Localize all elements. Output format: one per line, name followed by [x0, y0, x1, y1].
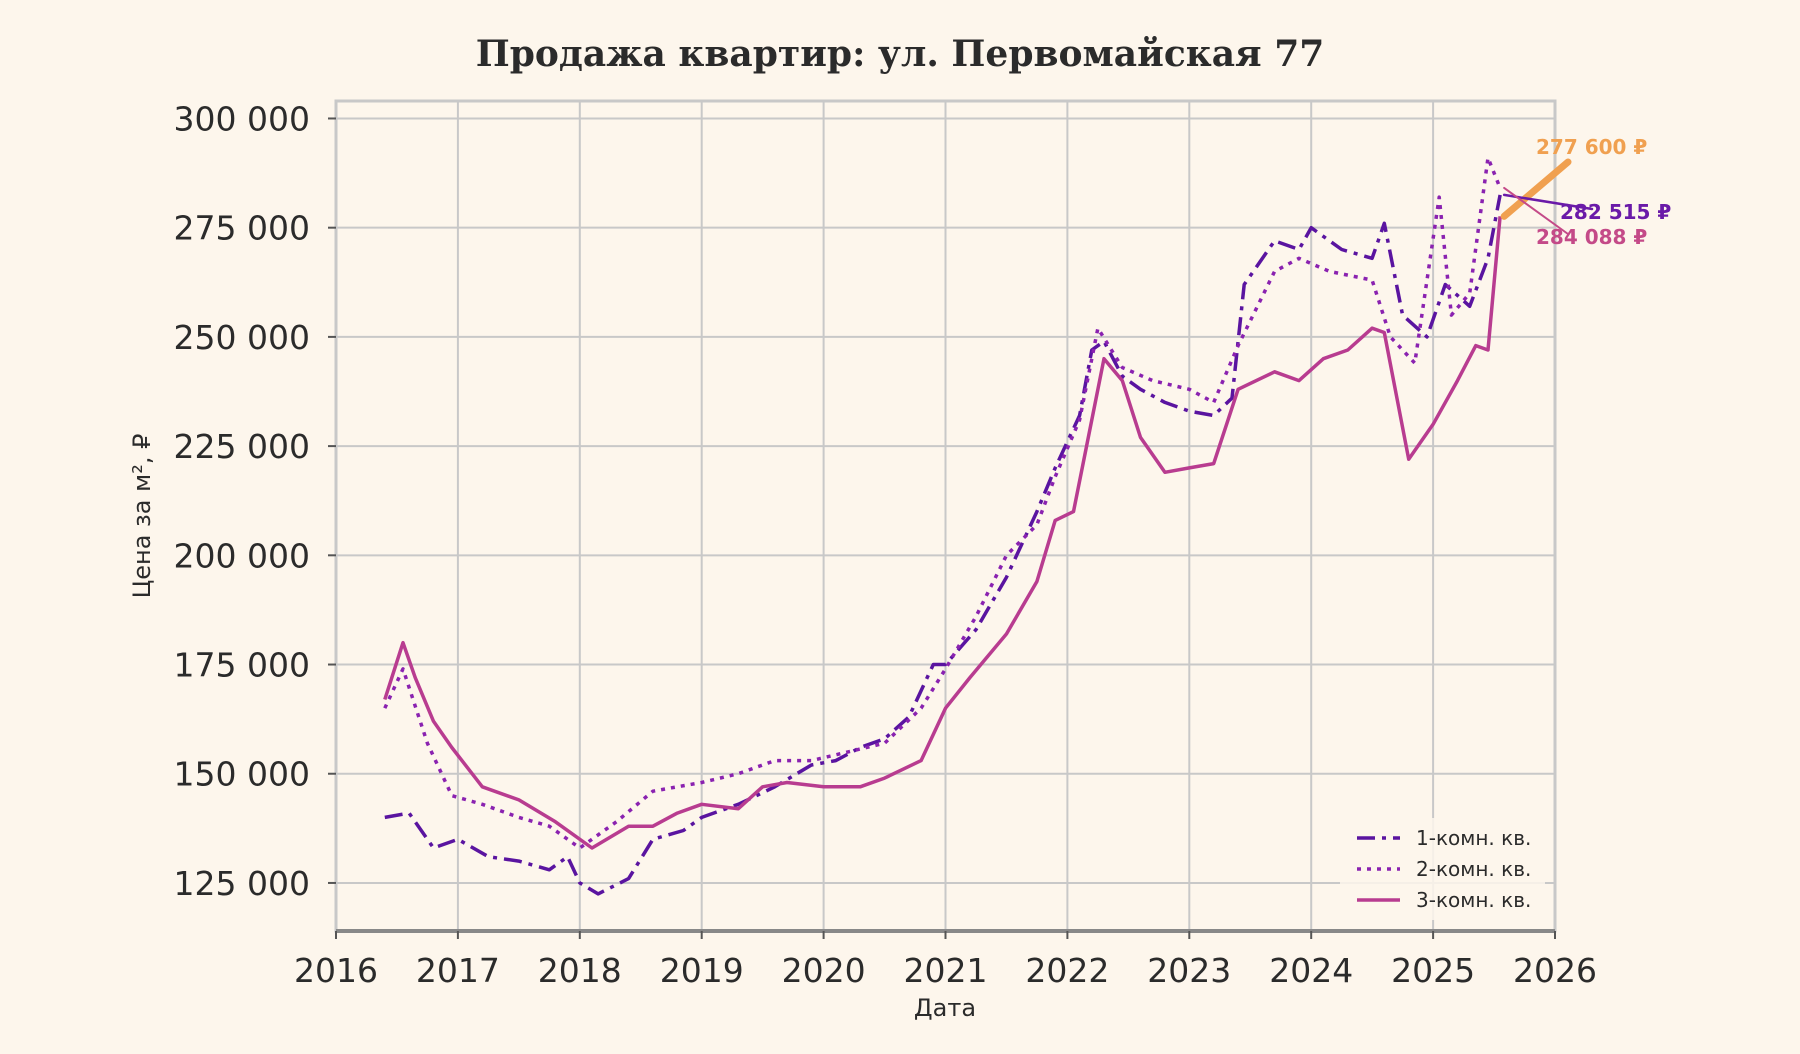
y-axis-label: Цена за м², ₽ — [128, 434, 156, 599]
x-axis-label: Дата — [914, 994, 976, 1022]
x-tick-label: 2023 — [1147, 951, 1231, 990]
series-layer — [383, 156, 1502, 896]
annotation-arrow-2 — [1502, 193, 1594, 211]
y-tick-layer: 125 000 150 000 175 000 200 000 225 000 250 0… — [174, 99, 336, 903]
annotation-arrow-3 — [1503, 186, 1569, 235]
y-tick-label: 125 000 — [174, 864, 310, 903]
y-tick-label: 250 000 — [174, 318, 310, 357]
x-tick-layer: 2016 2017 2018 2019 2020 2021 2022 2023 2024 2025… — [294, 931, 1597, 990]
x-tick-label: 2018 — [538, 951, 622, 990]
annotation-layer: 277 600 ₽ 282 515 ₽284 088 ₽ — [1500, 135, 1671, 249]
legend-label-2: 2-комн. кв. — [1416, 857, 1531, 881]
y-tick-label: 275 000 — [174, 209, 310, 248]
x-tick-label: 2017 — [416, 951, 500, 990]
y-tick-label: 225 000 — [174, 427, 310, 466]
annotation-label-2: 282 515 ₽ — [1560, 200, 1671, 224]
series-line-2 — [383, 156, 1502, 850]
x-tick-label: 2016 — [294, 951, 378, 990]
annotation-arrow-1 — [1500, 158, 1572, 220]
y-tick-label: 175 000 — [174, 646, 310, 685]
y-tick-label: 300 000 — [174, 99, 310, 138]
series-line-1 — [384, 194, 1502, 896]
legend-label-1: 1-комн. кв. — [1416, 826, 1531, 850]
x-tick-label: 2024 — [1269, 951, 1353, 990]
legend-label-3: 3-комн. кв. — [1416, 888, 1531, 912]
x-tick-label: 2019 — [660, 951, 744, 990]
x-tick-label: 2022 — [1025, 951, 1109, 990]
x-tick-label: 2026 — [1513, 951, 1597, 990]
y-tick-label: 200 000 — [174, 536, 310, 575]
grid-layer — [335, 101, 1556, 931]
annotation-label-1: 277 600 ₽ — [1536, 135, 1647, 159]
y-tick-label: 150 000 — [174, 755, 310, 794]
x-tick-label: 2021 — [904, 951, 988, 990]
legend: 1-комн. кв. 2-комн. кв. 3-комн. кв. — [1340, 818, 1545, 920]
annotation-label-3: 284 088 ₽ — [1536, 225, 1647, 249]
legend-box — [1340, 818, 1545, 920]
chart-title: Продажа квартир: ул. Первомайская 77 — [476, 33, 1325, 75]
series-line-3 — [383, 216, 1502, 850]
x-tick-label: 2020 — [782, 951, 866, 990]
x-tick-label: 2025 — [1391, 951, 1475, 990]
